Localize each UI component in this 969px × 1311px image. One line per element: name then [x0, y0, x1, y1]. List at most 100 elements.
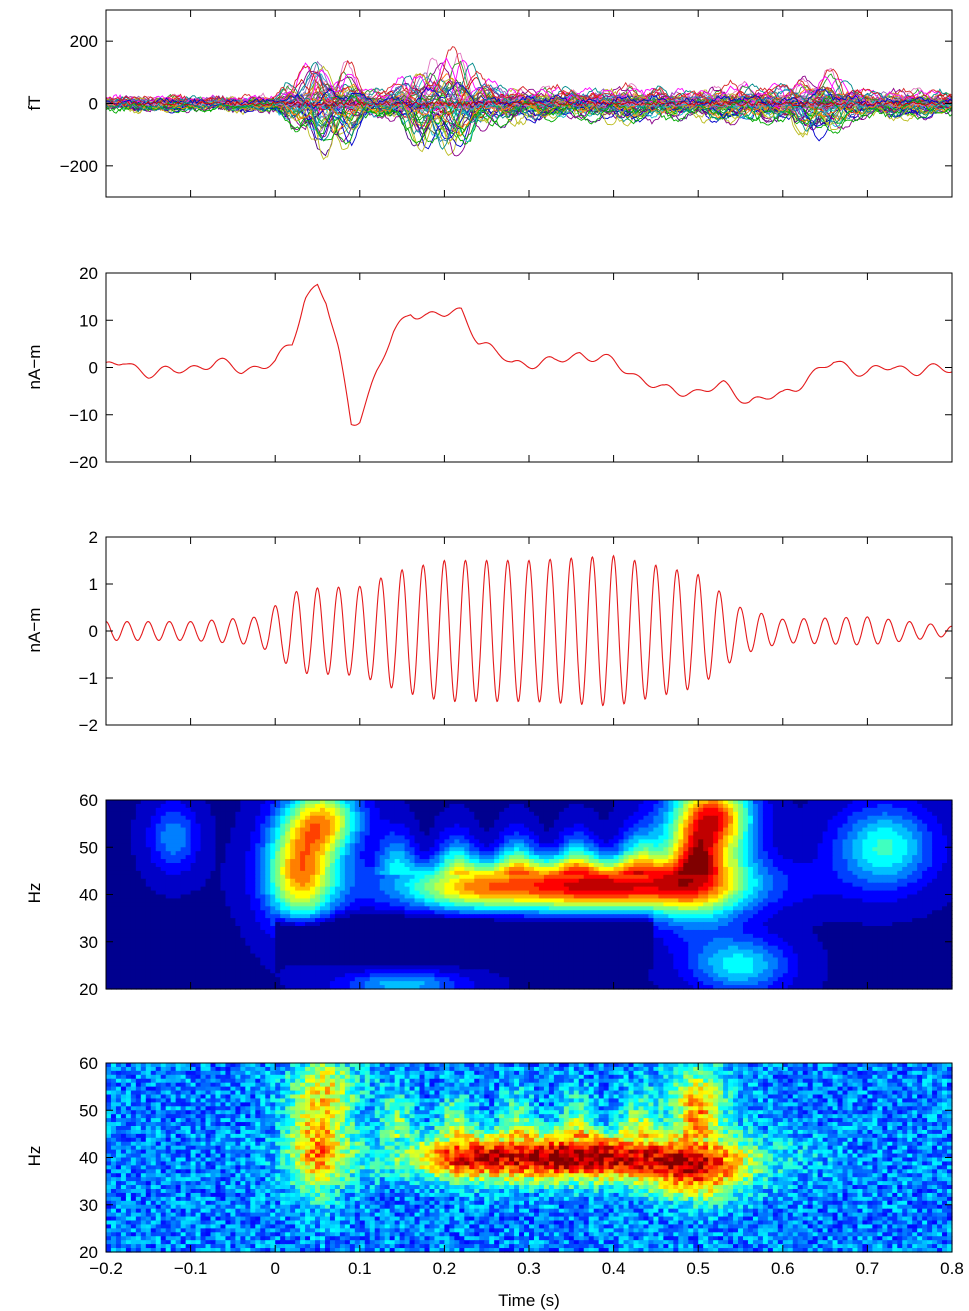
heatmap-cell — [295, 855, 301, 860]
heatmap-cell — [688, 883, 694, 888]
heatmap-cell — [345, 910, 351, 915]
heatmap-cell — [524, 898, 530, 903]
heatmap-cell — [663, 808, 669, 813]
heatmap-cell — [808, 828, 814, 833]
heatmap-cell — [529, 843, 535, 848]
heatmap-cell — [509, 875, 515, 880]
heatmap-cell — [733, 851, 739, 856]
heatmap-cell — [942, 855, 948, 860]
heatmap-cell — [698, 812, 704, 817]
heatmap-cell — [768, 875, 774, 880]
heatmap-cell — [424, 808, 430, 813]
heatmap-cell — [773, 891, 779, 896]
heatmap-cell — [594, 832, 600, 837]
heatmap-cell — [410, 804, 416, 809]
heatmap-cell — [121, 820, 127, 825]
heatmap-cell — [788, 887, 794, 892]
heatmap-cell — [867, 867, 873, 872]
heatmap-cell — [857, 851, 863, 856]
heatmap-cell — [260, 812, 266, 817]
heatmap-cell — [723, 883, 729, 888]
heatmap-cell — [758, 906, 764, 911]
heatmap-cell — [499, 871, 505, 876]
heatmap-cell — [828, 883, 834, 888]
heatmap-cell — [554, 875, 560, 880]
heatmap-cell — [713, 867, 719, 872]
heatmap-cell — [653, 847, 659, 852]
heatmap-cell — [604, 891, 610, 896]
heatmap-cell — [808, 887, 814, 892]
heatmap-cell — [270, 808, 276, 813]
heatmap-cell — [400, 824, 406, 829]
heatmap-cell — [763, 887, 769, 892]
heatmap-cell — [663, 910, 669, 915]
heatmap-cell — [912, 828, 918, 833]
heatmap-cell — [131, 902, 137, 907]
heatmap-cell — [360, 898, 366, 903]
heatmap-cell — [489, 855, 495, 860]
heatmap-cell — [872, 906, 878, 911]
heatmap-cell — [215, 820, 221, 825]
heatmap-cell — [429, 895, 435, 900]
heatmap-cell — [225, 800, 231, 805]
heatmap-cell — [614, 832, 620, 837]
heatmap-cell — [420, 855, 426, 860]
heatmap-cell — [240, 871, 246, 876]
heatmap-cell — [206, 906, 212, 911]
heatmap-cell — [663, 812, 669, 817]
heatmap-cell — [260, 906, 266, 911]
heatmap-cell — [693, 875, 699, 880]
heatmap-cell — [882, 902, 888, 907]
heatmap-cell — [370, 820, 376, 825]
heatmap-cell — [723, 898, 729, 903]
heatmap-cell — [206, 832, 212, 837]
heatmap-cell — [847, 808, 853, 813]
heatmap-cell — [738, 855, 744, 860]
heatmap-cell — [111, 824, 117, 829]
heatmap-cell — [808, 824, 814, 829]
heatmap-cell — [255, 879, 261, 884]
heatmap-cell — [599, 875, 605, 880]
heatmap-cell — [444, 824, 450, 829]
heatmap-cell — [574, 832, 580, 837]
heatmap-cell — [126, 824, 132, 829]
heatmap-cell — [121, 867, 127, 872]
heatmap-cell — [126, 816, 132, 821]
heatmap-cell — [171, 820, 177, 825]
heatmap-cell — [942, 883, 948, 888]
heatmap-cell — [544, 859, 550, 864]
heatmap-cell — [823, 855, 829, 860]
heatmap-cell — [429, 902, 435, 907]
heatmap-cell — [708, 859, 714, 864]
heatmap-cell — [255, 898, 261, 903]
heatmap-cell — [634, 871, 640, 876]
heatmap-cell — [897, 804, 903, 809]
heatmap-cell — [833, 902, 839, 907]
heatmap-cell — [544, 828, 550, 833]
heatmap-cell — [459, 859, 465, 864]
heatmap-cell — [350, 863, 356, 868]
heatmap-cell — [663, 828, 669, 833]
heatmap-cell — [410, 898, 416, 903]
heatmap-cell — [484, 832, 490, 837]
heatmap-cell — [668, 871, 674, 876]
heatmap-cell — [146, 883, 152, 888]
heatmap-cell — [395, 906, 401, 911]
heatmap-cell — [823, 906, 829, 911]
heatmap-cell — [564, 839, 570, 844]
heatmap-cell — [638, 835, 644, 840]
heatmap-cell — [484, 887, 490, 892]
heatmap-cell — [235, 895, 241, 900]
heatmap-cell — [509, 891, 515, 896]
heatmap-cell — [569, 847, 575, 852]
heatmap-cell — [619, 855, 625, 860]
heatmap-cell — [474, 847, 480, 852]
heatmap-cell — [235, 891, 241, 896]
heatmap-cell — [922, 847, 928, 852]
heatmap-cell — [395, 910, 401, 915]
heatmap-cell — [768, 898, 774, 903]
heatmap-cell — [191, 898, 197, 903]
heatmap-cell — [788, 883, 794, 888]
heatmap-cell — [504, 808, 510, 813]
heatmap-cell — [534, 863, 540, 868]
